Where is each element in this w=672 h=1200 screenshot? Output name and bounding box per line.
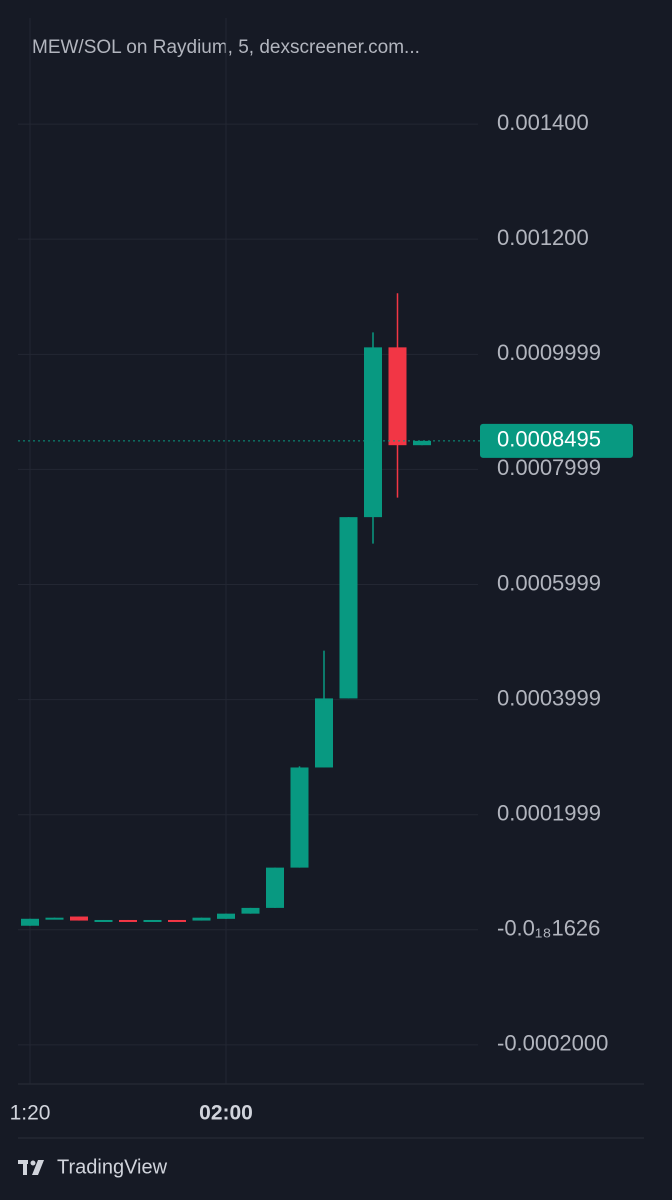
logo bbox=[18, 1160, 44, 1175]
y-tick-label: 0.001200 bbox=[497, 225, 589, 250]
candle-body bbox=[143, 919, 162, 922]
candle-body bbox=[192, 917, 211, 921]
last-price-label: 0.0008495 bbox=[497, 427, 601, 452]
candle-body bbox=[388, 347, 407, 446]
brand: TradingView bbox=[57, 1156, 168, 1178]
x-tick-label: 02:00 bbox=[199, 1102, 253, 1125]
candle-body bbox=[364, 347, 382, 518]
x-tick-label: 1:20 bbox=[10, 1102, 51, 1125]
y-tick-label: 0.0001999 bbox=[497, 801, 601, 826]
candle-body bbox=[21, 918, 39, 926]
candle-body bbox=[217, 913, 235, 919]
candle-body bbox=[413, 440, 431, 446]
candle-body bbox=[168, 919, 186, 922]
y-tick-label: 0.001400 bbox=[497, 110, 589, 135]
y-tick-label: -0.0002000 bbox=[497, 1031, 608, 1056]
y-tick-label: 0.0007999 bbox=[497, 455, 601, 480]
y-tick-label: -0.0₁₈1626 bbox=[497, 916, 600, 941]
last-price-badge bbox=[480, 423, 633, 458]
y-tick-label: 0.0005999 bbox=[497, 570, 601, 595]
candle-body bbox=[266, 867, 284, 908]
candle-body bbox=[315, 698, 333, 768]
candle-body bbox=[45, 917, 64, 920]
candle-body bbox=[290, 767, 309, 868]
candle-body bbox=[119, 919, 137, 922]
candle-body bbox=[241, 907, 260, 914]
candle-body bbox=[94, 919, 113, 922]
candle-body bbox=[339, 517, 358, 699]
y-tick-label: 0.0003999 bbox=[497, 685, 601, 710]
y-tick-label: 0.0009999 bbox=[497, 340, 601, 365]
candle-body bbox=[70, 916, 88, 921]
